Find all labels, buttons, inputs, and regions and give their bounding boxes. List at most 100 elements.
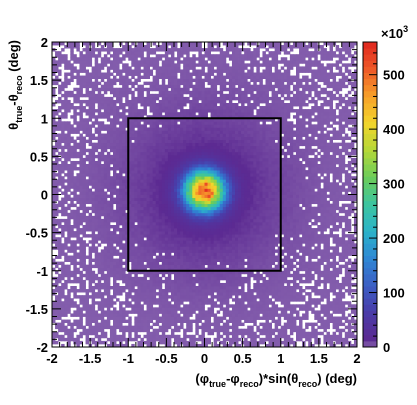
- heatmap-cell: [146, 160, 150, 165]
- heatmap-cell: [67, 221, 71, 226]
- heatmap-cell: [82, 197, 86, 201]
- heatmap-cell: [97, 267, 102, 272]
- heatmap-cell: [137, 243, 141, 247]
- heatmap-cell: [76, 151, 80, 156]
- heatmap-cell: [97, 279, 102, 284]
- heatmap-cell: [103, 75, 108, 79]
- heatmap-cell: [189, 191, 193, 195]
- heatmap-cell: [125, 301, 129, 305]
- heatmap-cell: [113, 343, 117, 348]
- heatmap-cell: [198, 225, 202, 229]
- heatmap-cell: [167, 194, 172, 198]
- heatmap-cell: [167, 112, 172, 116]
- heatmap-cell: [97, 185, 102, 189]
- heatmap-cell: [155, 276, 160, 281]
- heatmap-cell: [177, 57, 181, 61]
- heatmap-cell: [73, 246, 77, 250]
- heatmap-cell: [100, 78, 105, 83]
- heatmap-cell: [152, 167, 157, 171]
- heatmap-cell: [195, 298, 199, 302]
- heatmap-cells: [52, 42, 358, 348]
- heatmap-cell: [52, 340, 56, 345]
- heatmap-cell: [64, 75, 68, 79]
- heatmap-cell: [146, 145, 150, 150]
- heatmap-cell: [177, 51, 181, 55]
- heatmap-cell: [167, 267, 172, 272]
- heatmap-cell: [167, 252, 172, 256]
- heatmap-cell: [207, 48, 211, 52]
- heatmap-cell: [161, 130, 166, 134]
- heatmap-cell: [219, 206, 224, 211]
- heatmap-cell: [222, 264, 227, 269]
- heatmap-cell: [100, 319, 105, 323]
- heatmap-cell: [55, 325, 59, 330]
- heatmap-cell: [76, 234, 80, 238]
- heatmap-cell: [94, 249, 99, 253]
- heatmap-cell: [52, 206, 56, 211]
- heatmap-cell: [170, 331, 175, 336]
- heatmap-cell: [143, 130, 147, 134]
- heatmap-cell: [97, 157, 102, 162]
- heatmap-cell: [106, 325, 111, 330]
- heatmap-cell: [134, 182, 138, 186]
- heatmap-cell: [70, 139, 74, 144]
- heatmap-cell: [225, 72, 230, 76]
- heatmap-cell: [161, 292, 166, 296]
- heatmap-cell: [61, 151, 65, 156]
- heatmap-cell: [216, 139, 221, 144]
- heatmap-cell: [219, 142, 224, 147]
- heatmap-cell: [180, 191, 184, 195]
- heatmap-cell: [119, 218, 123, 223]
- heatmap-cell: [201, 237, 205, 241]
- heatmap-cell: [82, 118, 86, 122]
- heatmap-cell: [207, 197, 211, 201]
- heatmap-cell: [52, 240, 56, 244]
- heatmap-cell: [174, 286, 178, 290]
- heatmap-cell: [79, 136, 83, 140]
- heatmap-cell: [155, 225, 160, 229]
- heatmap-cell: [170, 194, 175, 198]
- heatmap-cell: [192, 145, 196, 150]
- heatmap-cell: [149, 142, 154, 147]
- heatmap-cell: [207, 301, 211, 305]
- heatmap-cell: [198, 48, 202, 52]
- heatmap-cell: [174, 173, 178, 177]
- heatmap-cell: [131, 42, 135, 46]
- heatmap-cell: [70, 197, 74, 201]
- heatmap-cell: [189, 42, 193, 46]
- heatmap-cell: [91, 319, 96, 323]
- heatmap-cell: [183, 289, 187, 293]
- heatmap-cell: [106, 142, 111, 147]
- heatmap-cell: [228, 319, 233, 323]
- heatmap-cell: [186, 313, 190, 317]
- heatmap-cell: [192, 188, 196, 192]
- heatmap-cell: [52, 258, 56, 262]
- heatmap-cell: [170, 228, 175, 232]
- heatmap-cell: [225, 145, 230, 150]
- heatmap-cell: [94, 63, 99, 67]
- heatmap-cell: [192, 66, 196, 70]
- heatmap-cell: [52, 234, 56, 238]
- heatmap-cell: [201, 322, 205, 327]
- heatmap-cell: [109, 310, 114, 314]
- heatmap-cell: [216, 66, 221, 70]
- heatmap-cell: [113, 139, 117, 144]
- heatmap-cell: [195, 231, 199, 235]
- heatmap-cell: [201, 240, 205, 244]
- heatmap-cell: [207, 167, 211, 171]
- heatmap-cell: [134, 130, 138, 134]
- heatmap-cell: [204, 282, 208, 287]
- heatmap-cell: [152, 176, 157, 180]
- heatmap-cell: [128, 130, 132, 134]
- heatmap-cell: [91, 218, 96, 223]
- heatmap-cell: [170, 234, 175, 238]
- heatmap-cell: [170, 106, 175, 110]
- heatmap-cell: [210, 249, 215, 253]
- heatmap-cell: [97, 194, 102, 198]
- heatmap-cell: [64, 197, 68, 201]
- heatmap-cell: [201, 273, 205, 278]
- heatmap-cell: [91, 234, 96, 238]
- heatmap-cell: [100, 57, 105, 61]
- heatmap-cell: [225, 81, 230, 86]
- heatmap-cell: [125, 136, 129, 140]
